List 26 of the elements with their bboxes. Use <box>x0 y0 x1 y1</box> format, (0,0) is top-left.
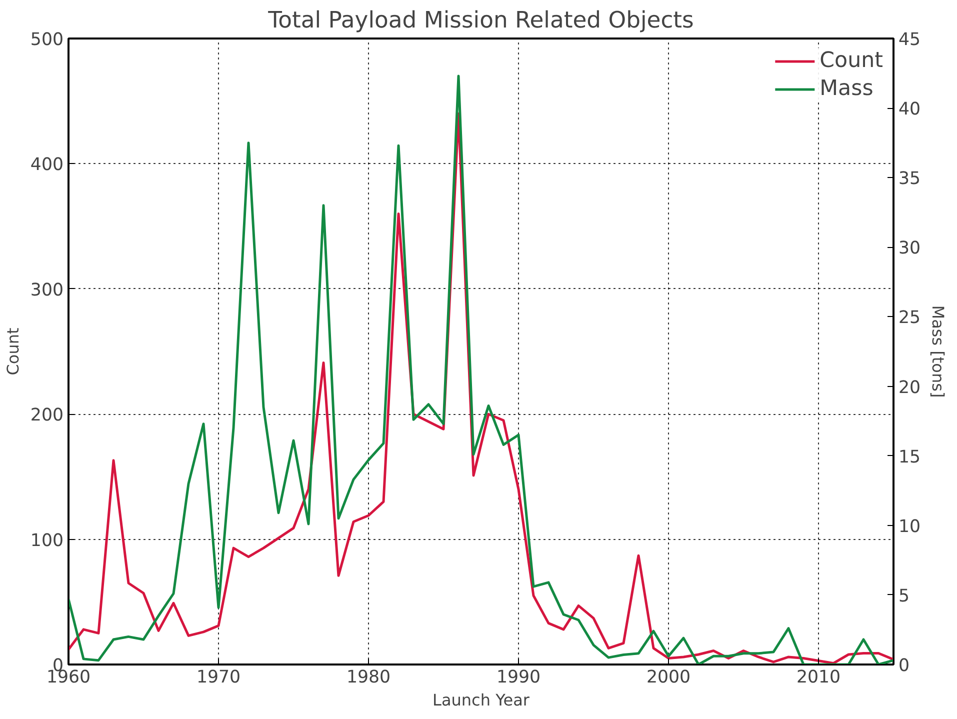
legend-label: Mass <box>820 76 874 101</box>
x-axis-title: Launch Year <box>432 690 530 710</box>
y-tick-label: 200 <box>30 406 64 426</box>
y2-tick-label: 40 <box>898 100 921 120</box>
y-tick-label: 500 <box>30 30 64 50</box>
x-tick-label: 1990 <box>496 668 541 688</box>
x-tick-label: 1970 <box>196 668 241 688</box>
y2-tick-label: 35 <box>898 169 921 190</box>
x-tick-label: 1980 <box>346 668 391 688</box>
y-tick-label: 300 <box>30 280 64 300</box>
y-tick-label: 100 <box>30 530 64 551</box>
y2-tick-label: 10 <box>898 516 921 537</box>
y2-tick-label: 20 <box>898 378 921 398</box>
y2-tick-label: 30 <box>898 238 921 259</box>
x-tick-label: 2000 <box>646 668 691 688</box>
y-tick-label: 400 <box>30 155 64 176</box>
y2-tick-label: 0 <box>898 656 910 676</box>
y2-axis-title: Mass [tons] <box>928 305 948 398</box>
x-tick-label: 2010 <box>796 668 841 688</box>
y2-tick-label: 45 <box>898 30 921 50</box>
legend-label: Count <box>820 48 883 73</box>
y-axis-title: Count <box>3 328 22 376</box>
y2-tick-label: 25 <box>898 308 921 328</box>
chart-title: Total Payload Mission Related Objects <box>267 8 694 34</box>
y2-tick-label: 5 <box>898 586 910 606</box>
y2-tick-label: 15 <box>898 447 921 468</box>
